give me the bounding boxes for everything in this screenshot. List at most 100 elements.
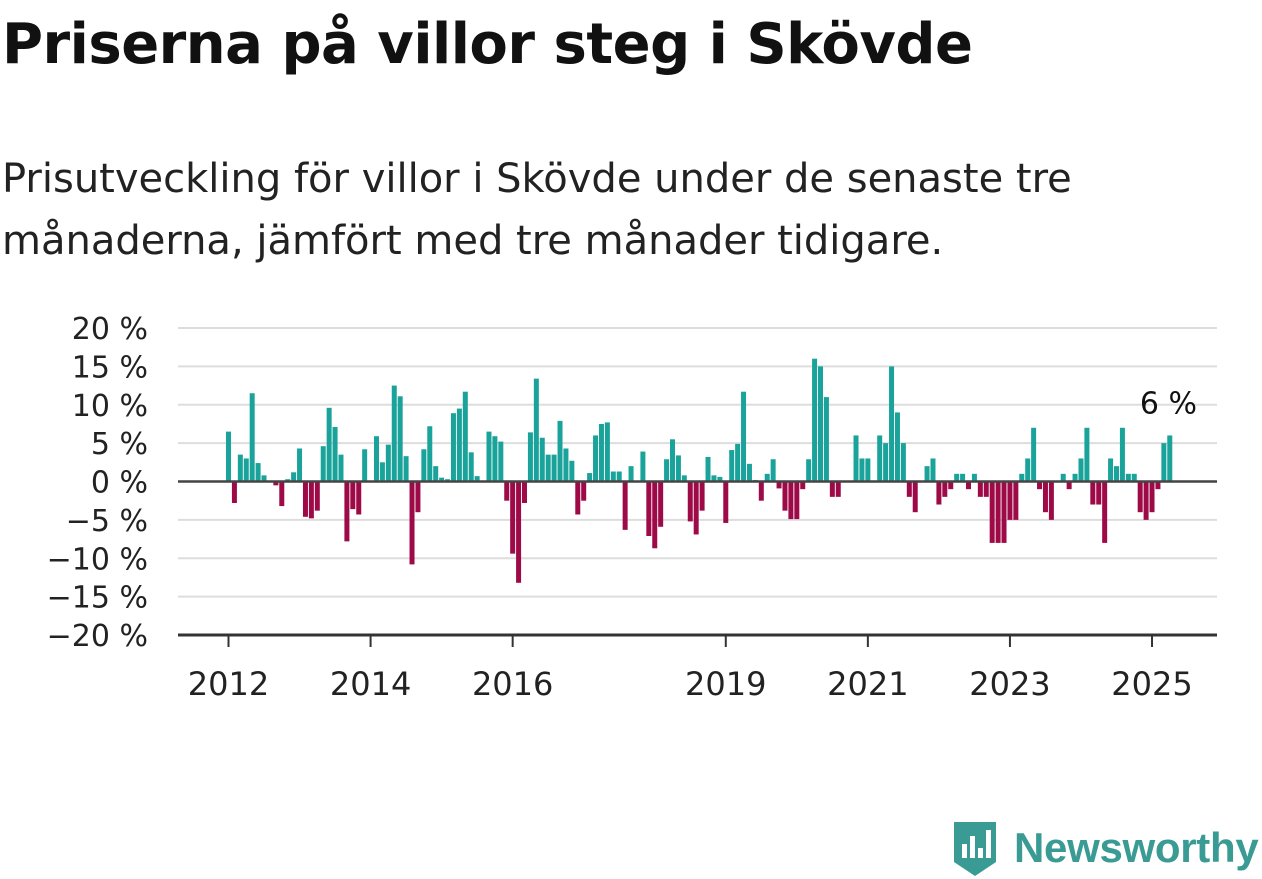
bar xyxy=(261,475,267,482)
bar xyxy=(823,397,829,482)
bar xyxy=(717,476,723,482)
bar xyxy=(687,481,693,522)
bar xyxy=(527,432,533,482)
bar xyxy=(1025,458,1031,482)
bar xyxy=(1013,481,1019,520)
bar xyxy=(1102,481,1108,543)
bar xyxy=(1037,481,1043,490)
bar xyxy=(409,481,415,565)
bar xyxy=(403,456,409,482)
bar xyxy=(1031,427,1037,482)
bar xyxy=(853,435,859,482)
bar xyxy=(675,455,681,482)
bar xyxy=(456,408,462,482)
bar xyxy=(1155,481,1161,490)
bar xyxy=(1072,473,1078,482)
bar xyxy=(942,481,948,497)
bar xyxy=(581,481,587,501)
bar xyxy=(616,471,622,482)
bar xyxy=(498,441,504,482)
bar xyxy=(699,481,705,511)
bar xyxy=(249,393,255,482)
bar xyxy=(729,450,735,482)
newsworthy-logo: Newsworthy xyxy=(950,818,1259,878)
bar xyxy=(664,459,670,482)
bar xyxy=(865,458,871,482)
bar xyxy=(533,378,539,482)
bar xyxy=(1042,481,1048,513)
y-tick-label: −20 % xyxy=(47,619,148,654)
bar xyxy=(462,391,468,482)
x-tick-label: 2019 xyxy=(685,665,766,703)
y-tick-label: −10 % xyxy=(47,542,148,577)
y-tick-label: 20 % xyxy=(72,312,148,347)
bar xyxy=(960,473,966,482)
bar xyxy=(1090,481,1096,505)
bar xyxy=(1161,443,1167,482)
bar xyxy=(551,454,557,482)
bar xyxy=(1096,481,1102,505)
bar xyxy=(770,459,776,482)
bar-layer xyxy=(226,358,1173,583)
bar xyxy=(545,454,551,482)
bar xyxy=(350,481,356,510)
bar xyxy=(936,481,942,505)
bar xyxy=(1119,427,1125,482)
bar xyxy=(297,448,303,482)
bar xyxy=(859,458,865,482)
bar xyxy=(930,458,936,482)
bar xyxy=(374,436,379,482)
bar xyxy=(782,481,788,511)
bar xyxy=(273,481,279,486)
bar xyxy=(622,481,628,530)
bar xyxy=(983,481,989,497)
x-tick-label: 2023 xyxy=(969,665,1050,703)
y-tick-label: 0 % xyxy=(91,466,148,501)
bar xyxy=(338,454,344,482)
bar xyxy=(835,481,841,497)
bar xyxy=(326,407,332,482)
bar xyxy=(1007,481,1013,520)
bar xyxy=(302,481,308,517)
bar xyxy=(468,452,474,482)
bar xyxy=(593,435,599,482)
bar xyxy=(794,481,800,520)
bar xyxy=(1131,473,1137,482)
bar xyxy=(912,481,918,513)
bar xyxy=(877,435,883,482)
bar xyxy=(1167,435,1173,482)
bar xyxy=(504,481,510,501)
bar xyxy=(723,481,729,523)
bar xyxy=(362,449,368,482)
bar xyxy=(385,444,391,482)
bar xyxy=(818,366,823,482)
bar xyxy=(516,481,522,583)
bar xyxy=(569,460,575,482)
bar xyxy=(758,481,764,501)
last-value-annotation: 6 % xyxy=(1140,386,1197,421)
bar xyxy=(391,385,397,482)
bar xyxy=(421,449,427,482)
bar xyxy=(291,472,297,482)
y-tick-label: −15 % xyxy=(47,581,148,616)
bar xyxy=(474,476,480,482)
bar xyxy=(1137,481,1143,513)
x-tick-label: 2012 xyxy=(188,665,269,703)
bar xyxy=(705,456,711,482)
bar xyxy=(883,443,889,482)
y-tick-label: −5 % xyxy=(66,504,148,539)
bar xyxy=(906,481,912,497)
y-tick-label: 10 % xyxy=(72,389,148,424)
bar xyxy=(279,481,285,507)
bar xyxy=(1125,473,1131,482)
bar xyxy=(989,481,995,543)
bar xyxy=(735,443,741,482)
x-tick-label: 2016 xyxy=(472,665,553,703)
bar xyxy=(1048,481,1054,520)
bar xyxy=(344,481,350,542)
bar xyxy=(587,473,593,482)
bar xyxy=(563,448,569,482)
bar xyxy=(658,481,664,527)
bar xyxy=(439,477,445,482)
x-tick-label: 2025 xyxy=(1111,665,1192,703)
